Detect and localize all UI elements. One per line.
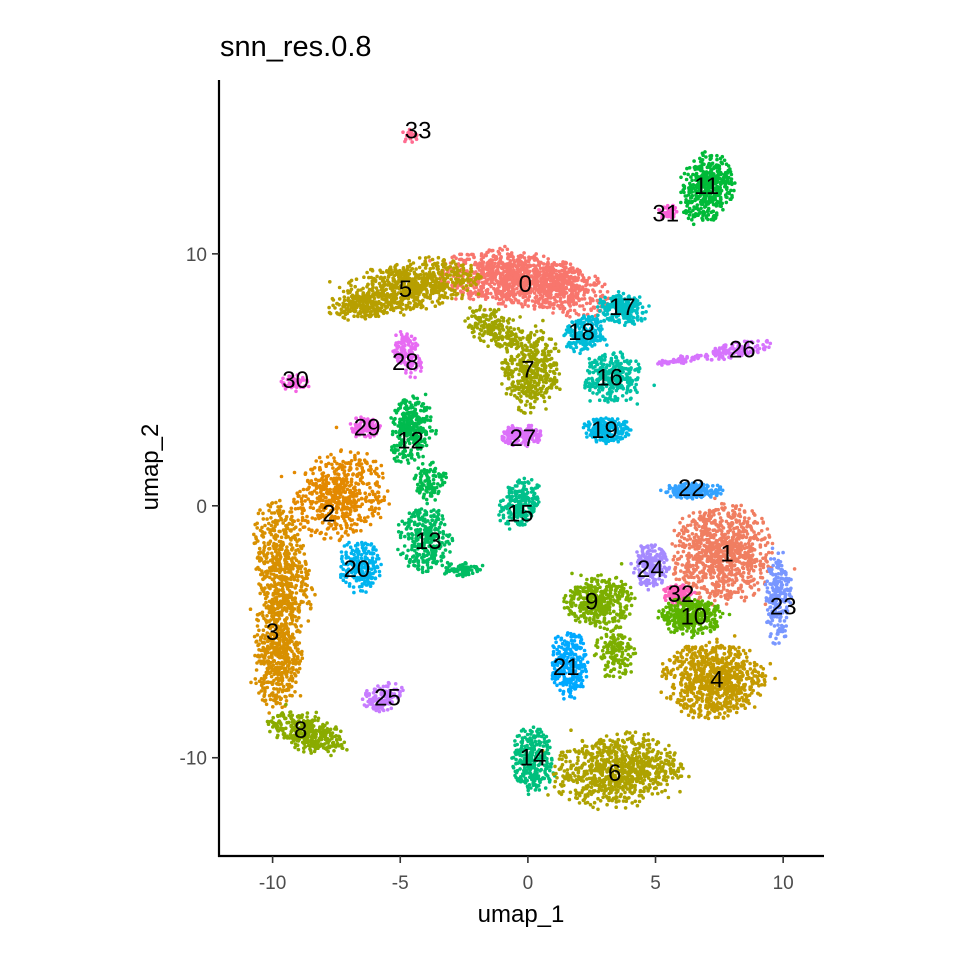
cluster-label-12: 12 <box>397 427 424 454</box>
cluster-24-points <box>629 543 672 592</box>
cluster-label-32: 32 <box>668 581 695 608</box>
cluster-labels: 0123456789101112131415161718192021222324… <box>266 117 797 787</box>
cluster-label-1: 1 <box>720 541 733 568</box>
cluster-18-points <box>562 314 609 356</box>
x-tick-label: 0 <box>523 873 534 894</box>
y-tick-label: 10 <box>186 245 207 266</box>
cluster-label-0: 0 <box>519 271 532 298</box>
cluster-label-23: 23 <box>770 594 797 621</box>
cluster-label-10: 10 <box>680 604 707 631</box>
cluster-27-points <box>500 423 543 449</box>
cluster-7-points <box>500 315 562 415</box>
cluster-5-points <box>327 292 394 322</box>
cluster-label-19: 19 <box>591 417 618 444</box>
cluster-2-points <box>279 425 392 543</box>
cluster-9-points <box>592 625 638 680</box>
cluster-0-points <box>516 260 611 319</box>
cluster-label-17: 17 <box>609 294 636 321</box>
cluster-label-14: 14 <box>520 745 547 772</box>
cluster-label-26: 26 <box>729 337 756 364</box>
cluster-15-points <box>497 476 541 531</box>
y-axis-title: umap_2 <box>137 424 164 511</box>
x-axis-title: umap_1 <box>478 901 565 928</box>
cluster-3-points <box>248 588 305 715</box>
cluster-label-33: 33 <box>405 117 432 144</box>
cluster-label-16: 16 <box>596 364 623 391</box>
cluster-label-7: 7 <box>521 357 534 384</box>
cluster-label-8: 8 <box>294 717 307 744</box>
cluster-label-15: 15 <box>507 500 534 527</box>
cluster-12-points <box>412 460 449 502</box>
cluster-13-points <box>396 501 455 575</box>
cluster-30-points <box>279 373 311 394</box>
cluster-label-25: 25 <box>374 684 401 711</box>
cluster-19-points <box>581 416 633 446</box>
cluster-9-points <box>562 562 637 629</box>
cluster-10-points <box>656 596 732 640</box>
axes <box>217 80 824 858</box>
cluster-label-9: 9 <box>585 589 598 616</box>
cluster-11-points <box>679 150 737 227</box>
cluster-22-points <box>659 481 725 501</box>
cluster-26-points <box>656 352 709 367</box>
cluster-label-4: 4 <box>710 667 723 694</box>
cluster-6-points <box>540 728 691 812</box>
cluster-17-points <box>596 290 651 328</box>
cluster-label-3: 3 <box>266 619 279 646</box>
cluster-label-5: 5 <box>399 276 412 303</box>
cluster-label-31: 31 <box>652 201 679 228</box>
x-tick-label: 10 <box>773 873 794 894</box>
cluster-23-points <box>763 546 794 646</box>
cluster-label-30: 30 <box>282 367 309 394</box>
cluster-label-18: 18 <box>568 319 595 346</box>
cluster-14-points <box>510 725 557 797</box>
cluster-label-2: 2 <box>322 500 335 527</box>
cluster-13-points <box>440 560 485 579</box>
x-tick-label: -10 <box>259 873 286 894</box>
cluster-33-points <box>401 127 419 144</box>
cluster-12-points <box>389 392 439 465</box>
chart-title: snn_res.0.8 <box>220 31 372 63</box>
cluster-31-points <box>657 203 679 220</box>
x-tick-label: -5 <box>392 873 409 894</box>
y-tick-label: 0 <box>196 497 207 518</box>
cluster-label-20: 20 <box>343 556 370 583</box>
cluster-28-points <box>391 330 424 380</box>
y-tick-label: -10 <box>180 749 207 770</box>
cluster-label-27: 27 <box>509 425 536 452</box>
x-tick-label: 5 <box>650 873 661 894</box>
cluster-21-points <box>550 631 590 701</box>
cluster-1-points <box>670 496 797 607</box>
cluster-29-points <box>348 415 383 440</box>
cluster-label-13: 13 <box>415 528 442 555</box>
cluster-label-29: 29 <box>354 415 381 442</box>
cluster-20-points <box>339 540 383 595</box>
cluster-label-11: 11 <box>694 173 719 200</box>
cluster-8-points <box>265 702 349 758</box>
cluster-label-21: 21 <box>553 654 580 681</box>
cluster-label-24: 24 <box>637 556 664 583</box>
cluster-4-points <box>659 634 777 721</box>
cluster-7-points <box>463 304 522 351</box>
cluster-25-points <box>360 680 405 714</box>
point-cloud <box>248 127 797 812</box>
cluster-label-28: 28 <box>392 349 419 376</box>
cluster-16-points <box>583 350 656 406</box>
cluster-label-6: 6 <box>608 760 621 787</box>
cluster-label-22: 22 <box>678 475 705 502</box>
